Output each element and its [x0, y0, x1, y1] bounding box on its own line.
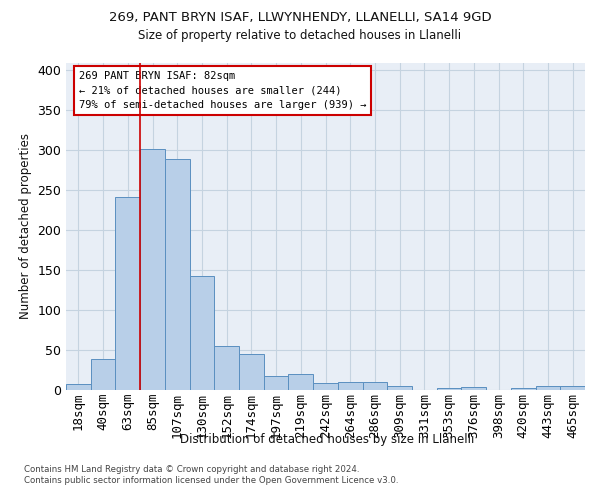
Y-axis label: Number of detached properties: Number of detached properties [19, 133, 32, 320]
Bar [91, 359, 115, 390]
Bar [239, 354, 264, 390]
Bar [190, 276, 214, 390]
Bar [536, 386, 560, 390]
Text: Contains public sector information licensed under the Open Government Licence v3: Contains public sector information licen… [24, 476, 398, 485]
Bar [560, 386, 585, 390]
Bar [165, 159, 190, 390]
Bar [461, 387, 486, 390]
Bar [140, 149, 165, 390]
Bar [115, 198, 140, 390]
Bar [387, 386, 412, 390]
Text: 269, PANT BRYN ISAF, LLWYNHENDY, LLANELLI, SA14 9GD: 269, PANT BRYN ISAF, LLWYNHENDY, LLANELL… [109, 11, 491, 24]
Bar [313, 383, 338, 390]
Bar [264, 376, 289, 390]
Bar [289, 374, 313, 390]
Text: Distribution of detached houses by size in Llanelli: Distribution of detached houses by size … [180, 432, 474, 446]
Bar [511, 388, 536, 390]
Bar [66, 384, 91, 390]
Bar [362, 382, 387, 390]
Text: 269 PANT BRYN ISAF: 82sqm
← 21% of detached houses are smaller (244)
79% of semi: 269 PANT BRYN ISAF: 82sqm ← 21% of detac… [79, 70, 367, 110]
Text: Size of property relative to detached houses in Llanelli: Size of property relative to detached ho… [139, 29, 461, 42]
Bar [437, 388, 461, 390]
Text: Contains HM Land Registry data © Crown copyright and database right 2024.: Contains HM Land Registry data © Crown c… [24, 465, 359, 474]
Bar [214, 346, 239, 390]
Bar [338, 382, 362, 390]
